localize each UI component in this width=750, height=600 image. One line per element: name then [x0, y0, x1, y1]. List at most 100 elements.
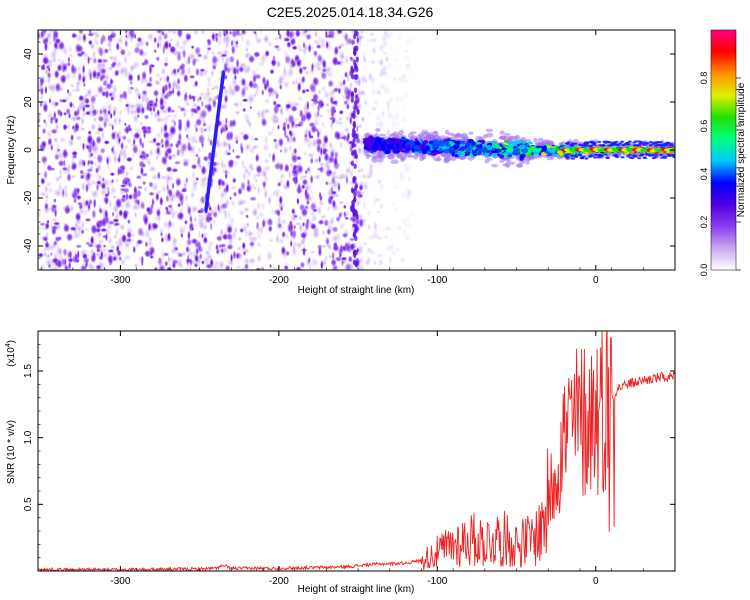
spectrogram-signal-fringe [621, 143, 626, 146]
spectrogram-blob [196, 155, 201, 166]
spectrogram-blob [63, 257, 67, 268]
spectrogram-speckle [101, 236, 105, 247]
spectrogram-blob [176, 77, 181, 86]
spectrogram-blob [165, 194, 170, 203]
spectrogram-blob [338, 45, 342, 50]
spectrogram-blob [345, 175, 349, 185]
spectrogram-speckle [123, 144, 129, 150]
spectrogram-signal [414, 145, 420, 150]
spectrogram-x-tick-label: -300 [110, 275, 130, 286]
spectrogram-blob [341, 259, 344, 267]
spectrogram-blob [225, 182, 230, 194]
spectrogram-blob [40, 86, 44, 96]
spectrogram-speckle [236, 198, 244, 207]
spectrogram-blob [121, 194, 126, 199]
spectrogram-speckle [362, 200, 367, 209]
spectrogram-blob [249, 241, 255, 247]
spectrogram-blob [161, 31, 165, 36]
spectrogram-signal [529, 147, 536, 152]
spectrogram-blob [304, 220, 310, 231]
spectrogram-speckle [140, 93, 146, 104]
spectrogram-blob [228, 130, 234, 141]
spectrogram-blob [45, 64, 51, 70]
spectrogram-signal-fringe [639, 153, 644, 156]
spectrogram-signal-fringe [659, 153, 664, 156]
spectrogram-blob [143, 215, 149, 226]
spectrogram-speckle [75, 135, 83, 141]
spectrogram-speckle [211, 218, 217, 225]
spectrogram-signal [395, 138, 401, 143]
spectrogram-speckle [143, 185, 148, 193]
spectrogram-blob [90, 235, 95, 246]
spectrogram-band [354, 235, 358, 242]
spectrogram-blob [132, 245, 136, 254]
spectrogram-blob [205, 263, 213, 269]
spectrogram-blob [330, 185, 334, 196]
spectrogram-blob [244, 263, 249, 270]
spectrogram-signal-halo [421, 129, 429, 135]
spectrogram-speckle [379, 186, 385, 192]
spectrogram-blob [232, 177, 237, 184]
spectrogram-blob [296, 123, 302, 127]
spectrogram-speckle [250, 134, 254, 143]
spectrogram-speckle [207, 82, 213, 88]
spectrogram-blob [110, 258, 113, 265]
spectrogram-speckle [112, 153, 118, 165]
spectrogram-blob [96, 180, 102, 185]
spectrogram-blob [100, 33, 107, 44]
spectrogram-signal-fringe [654, 144, 659, 147]
spectrogram-speckle [44, 184, 49, 194]
spectrogram-blob [337, 181, 341, 193]
spectrogram-blob [116, 249, 122, 257]
spectrogram-blob [195, 126, 199, 133]
spectrogram-speckle [272, 113, 278, 121]
spectrogram-blob [56, 148, 61, 153]
spectrogram-signal-halo [409, 131, 417, 135]
spectrogram-speckle [262, 171, 267, 179]
spectrogram-signal-halo [375, 127, 381, 132]
spectrogram-signal [437, 141, 446, 147]
spectrogram-blob [141, 172, 149, 177]
spectrogram-speckle [259, 54, 268, 65]
spectrogram-signal [553, 153, 558, 158]
spectrogram-blob [111, 179, 115, 184]
spectrogram-speckle [109, 185, 117, 196]
spectrogram-speckle [362, 53, 366, 63]
spectrogram-blob [136, 73, 141, 82]
spectrogram-speckle [381, 267, 386, 270]
spectrogram-speckle [326, 205, 331, 212]
spectrogram-speckle [391, 75, 398, 82]
spectrogram-blob [190, 238, 198, 245]
spectrogram-blob [227, 158, 235, 169]
spectrogram-blob [76, 194, 82, 201]
spectrogram-signal-halo [451, 134, 459, 138]
spectrogram-blob [277, 181, 282, 188]
spectrogram-speckle [362, 181, 369, 192]
spectrogram-blob [148, 64, 153, 76]
spectrogram-signal-halo [515, 163, 522, 168]
spectrogram-blob [325, 30, 328, 39]
spectrogram-blob [305, 88, 310, 93]
spectrogram-blob [163, 40, 170, 51]
spectrogram-speckle [70, 115, 78, 123]
spectrogram-blob [273, 208, 281, 216]
spectrogram-blob [225, 125, 229, 132]
spectrogram-blob [241, 86, 246, 98]
spectrogram-blob [327, 79, 335, 88]
spectrogram-blob [228, 30, 233, 36]
spectrogram-blob [92, 69, 97, 80]
spectrogram-blob [88, 39, 93, 46]
spectrogram-blob [238, 65, 245, 73]
spectrogram-speckle [403, 92, 410, 100]
spectrogram-speckle [321, 244, 328, 249]
spectrogram-blob [100, 67, 107, 75]
spectrogram-blob [290, 105, 298, 112]
spectrogram-speckle [379, 258, 384, 266]
spectrogram-blob [301, 178, 308, 186]
spectrogram-blob [169, 45, 177, 54]
spectrogram-signal [418, 149, 423, 153]
spectrogram-blob [60, 98, 68, 104]
spectrogram-blob [135, 174, 142, 180]
spectrogram-speckle [314, 30, 318, 39]
spectrogram-blob [168, 219, 172, 229]
